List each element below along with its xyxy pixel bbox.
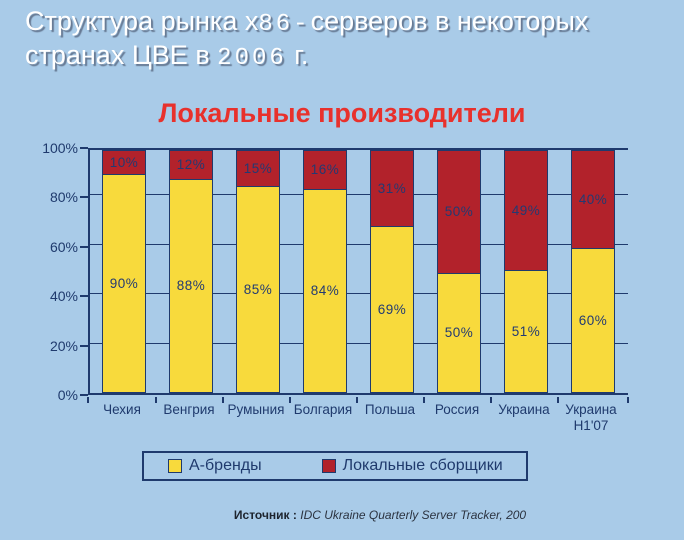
- y-tick-mark: [80, 245, 88, 248]
- bar-segment-abrands: 88%: [169, 178, 213, 393]
- y-tick-label: 40%: [49, 288, 78, 305]
- y-tick-label: 0%: [57, 387, 78, 403]
- slide-title-line1: Структура рынка х86-серверов в некоторых: [25, 6, 675, 40]
- x-tick-mark: [556, 397, 559, 403]
- x-tick-mark: [221, 397, 224, 403]
- source-text: IDC Ukraine Quarterly Server Tracker, 20…: [300, 508, 527, 522]
- bar-7: 49% 51%: [504, 150, 548, 393]
- bar-value-label: 50%: [444, 325, 474, 341]
- bar-2: 12% 88%: [169, 150, 213, 393]
- legend-item-abrands: А-бренды: [168, 457, 262, 475]
- gridline-80: [90, 194, 628, 196]
- x-tick-mark: [87, 397, 89, 403]
- bar-6: 50% 50%: [437, 150, 481, 393]
- title-text: странах ЦВЕ в: [25, 40, 218, 70]
- chart-title: Локальные производители: [158, 98, 526, 128]
- bar-segment-local-assemblers: 40%: [571, 150, 615, 249]
- x-tick-mark: [489, 397, 492, 403]
- bar-value-label: 31%: [377, 180, 407, 196]
- x-tick-mark: [422, 397, 425, 403]
- y-tick-mark: [80, 147, 88, 149]
- y-tick-label: 100%: [42, 140, 78, 156]
- bar-value-label: 69%: [377, 301, 407, 317]
- x-tick-mark: [154, 397, 157, 403]
- y-tick-mark: [80, 394, 88, 396]
- bar-value-label: 51%: [511, 324, 541, 339]
- legend-label-local-assemblers: Локальные сборщики: [342, 457, 503, 474]
- bar-value-label: 40%: [578, 191, 608, 207]
- source-note: Источник : IDC Ukraine Quarterly Server …: [0, 508, 684, 522]
- bar-5: 31% 69%: [370, 150, 414, 393]
- x-tick-mark: [288, 397, 291, 403]
- x-category-label: Венгрия: [163, 402, 215, 417]
- bar-segment-local-assemblers: 15%: [236, 150, 280, 188]
- bar-segment-abrands: 50%: [437, 272, 481, 393]
- bar-8: 40% 60%: [571, 150, 615, 393]
- gridline-20: [90, 342, 628, 344]
- x-category-label: Россия: [434, 402, 480, 417]
- bar-value-label: 15%: [243, 161, 273, 177]
- bar-value-label: 16%: [310, 162, 340, 178]
- title-text: г.: [286, 40, 309, 70]
- title-text-mono: 2006: [217, 45, 287, 72]
- x-category-label: Чехия: [103, 402, 141, 417]
- bar-4: 16% 84%: [303, 150, 347, 393]
- bar-value-label: 84%: [310, 283, 340, 299]
- legend-swatch-red: [321, 459, 336, 473]
- bar-segment-abrands: 85%: [236, 186, 280, 393]
- legend-swatch-yellow: [168, 459, 182, 473]
- bar-segment-local-assemblers: 31%: [370, 150, 414, 227]
- x-tick-mark: [627, 397, 629, 403]
- title-text: серверов в некоторых: [310, 6, 589, 36]
- slide-title-line2: странах ЦВЕ в 2006 г.: [25, 40, 675, 74]
- y-tick-mark: [80, 295, 88, 298]
- y-tick-label: 60%: [49, 238, 78, 255]
- bar-segment-abrands: 84%: [303, 188, 347, 393]
- bar-segment-local-assemblers: 10%: [102, 150, 146, 175]
- x-tick-mark: [355, 397, 358, 403]
- bar-segment-local-assemblers: 50%: [437, 150, 481, 274]
- x-category-label: Польша: [364, 402, 416, 417]
- bar-segment-abrands: 60%: [571, 247, 615, 393]
- bar-segment-abrands: 90%: [102, 173, 146, 393]
- y-tick-mark: [80, 344, 88, 347]
- y-tick-label: 80%: [49, 189, 78, 206]
- source-label: Источник :: [233, 508, 297, 522]
- bar-segment-abrands: 51%: [504, 270, 548, 393]
- bar-3: 15% 85%: [236, 150, 280, 393]
- bar-segment-local-assemblers: 16%: [303, 150, 347, 190]
- bar-value-label: 60%: [578, 312, 608, 328]
- x-category-label: Румыния: [227, 402, 285, 417]
- title-text-mono: 86-: [258, 11, 311, 38]
- bar-value-label: 88%: [176, 278, 206, 294]
- gridline-60: [90, 243, 628, 245]
- gridline-40: [90, 293, 628, 295]
- bar-value-label: 49%: [511, 203, 541, 218]
- bar-segment-local-assemblers: 49%: [504, 150, 548, 272]
- legend-label-abrands: А-бренды: [189, 457, 262, 474]
- slide-title: Структура рынка х86-серверов в некоторых…: [25, 6, 675, 74]
- x-category-label: Болгария: [293, 402, 353, 417]
- y-tick-label: 20%: [49, 337, 78, 354]
- bar-value-label: 12%: [176, 157, 206, 173]
- bar-value-label: 90%: [109, 275, 139, 291]
- bar-segment-local-assemblers: 12%: [169, 150, 213, 180]
- plot-area: 10% 90% 12% 88% 15% 85% 16% 84% 31% 69% 50% 50% 49% 5…: [88, 148, 628, 395]
- bar-1: 10% 90%: [102, 150, 146, 393]
- title-text: Структура рынка х: [25, 6, 259, 36]
- bar-value-label: 50%: [444, 204, 474, 220]
- bar-value-label: 10%: [109, 154, 139, 170]
- x-category-label: Украина H1'07: [565, 402, 617, 433]
- legend-item-local-assemblers: Локальные сборщики: [321, 457, 503, 475]
- bar-segment-abrands: 69%: [370, 225, 414, 393]
- x-category-label: Украина: [498, 402, 550, 417]
- y-tick-mark: [80, 196, 88, 199]
- bar-value-label: 85%: [243, 282, 273, 298]
- legend: А-бренды Локальные сборщики: [142, 451, 528, 481]
